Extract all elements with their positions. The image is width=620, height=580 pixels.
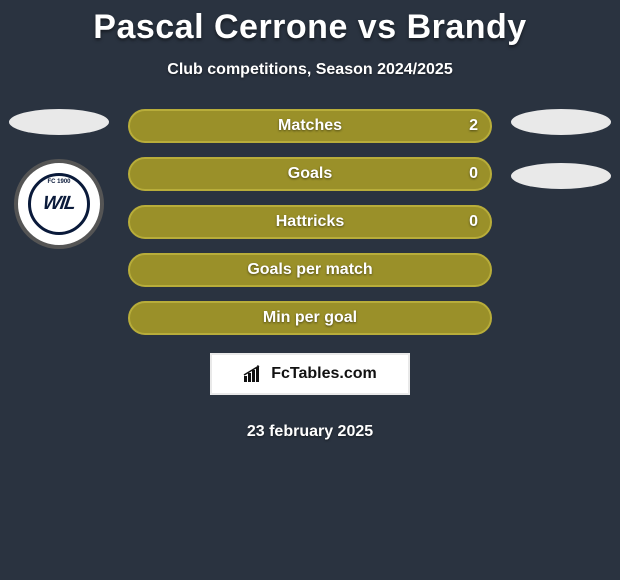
club-badge-main-text: WIL [42, 193, 77, 215]
stat-label: Goals per match [247, 261, 372, 279]
stat-value: 2 [469, 117, 478, 135]
stat-row-min-per-goal: Min per goal [128, 301, 492, 335]
page-title: Pascal Cerrone vs Brandy [0, 0, 620, 47]
stat-row-matches: Matches 2 [128, 109, 492, 143]
stat-value: 0 [469, 213, 478, 231]
brand-text: FcTables.com [271, 365, 377, 383]
left-club-badge: FC 1900 WIL [14, 159, 104, 249]
right-player-oval-2 [511, 163, 611, 189]
right-column [510, 109, 612, 441]
chart-bar-icon [243, 365, 265, 383]
club-badge-top-text: FC 1900 [47, 179, 70, 185]
club-badge-inner: FC 1900 WIL [28, 173, 90, 235]
subtitle: Club competitions, Season 2024/2025 [0, 61, 620, 79]
stat-label: Goals [288, 165, 332, 183]
left-player-oval [9, 109, 109, 135]
stats-column: Matches 2 Goals 0 Hattricks 0 Goals per … [128, 109, 492, 441]
brand-box[interactable]: FcTables.com [210, 353, 410, 395]
stat-row-hattricks: Hattricks 0 [128, 205, 492, 239]
left-column: FC 1900 WIL [8, 109, 110, 441]
date-label: 23 february 2025 [128, 423, 492, 441]
stat-label: Matches [278, 117, 342, 135]
content-wrap: FC 1900 WIL Matches 2 Goals 0 Hattricks … [0, 109, 620, 441]
right-player-oval-1 [511, 109, 611, 135]
stat-value: 0 [469, 165, 478, 183]
stat-row-goals-per-match: Goals per match [128, 253, 492, 287]
stat-label: Hattricks [276, 213, 344, 231]
stat-label: Min per goal [263, 309, 357, 327]
stat-row-goals: Goals 0 [128, 157, 492, 191]
